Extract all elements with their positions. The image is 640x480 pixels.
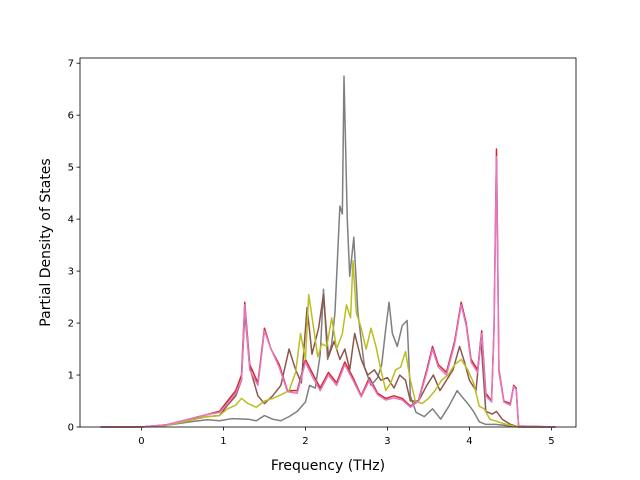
y-tick-label: 4 [68,215,74,226]
axes-frame [79,57,577,428]
x-tick-label: 0 [138,436,144,447]
y-tick-label: 1 [68,371,74,382]
x-tick-label: 5 [548,436,554,447]
series-line-2 [100,75,556,428]
series-line-5 [100,156,556,428]
plot-area [100,75,556,428]
series-line-3 [100,293,556,428]
series-line-1 [100,148,556,428]
y-tick-label: 0 [68,423,74,434]
x-tick-label: 2 [302,436,308,447]
x-axis-label: Frequency (THz) [271,458,385,474]
y-tick-label: 5 [68,163,74,174]
x-tick-label: 3 [384,436,390,447]
y-tick-label: 2 [68,319,74,330]
series-line-4 [100,259,556,428]
y-axis-ticks: 0 1 2 3 4 5 6 7 [68,59,80,434]
x-tick-label: 4 [466,436,472,447]
x-tick-label: 1 [220,436,226,447]
y-axis-label: Partial Density of States [38,158,54,326]
y-tick-label: 7 [68,59,74,70]
y-tick-label: 6 [68,111,74,122]
x-axis-ticks: 0 1 2 3 4 5 [138,427,555,447]
y-tick-label: 3 [68,267,74,278]
